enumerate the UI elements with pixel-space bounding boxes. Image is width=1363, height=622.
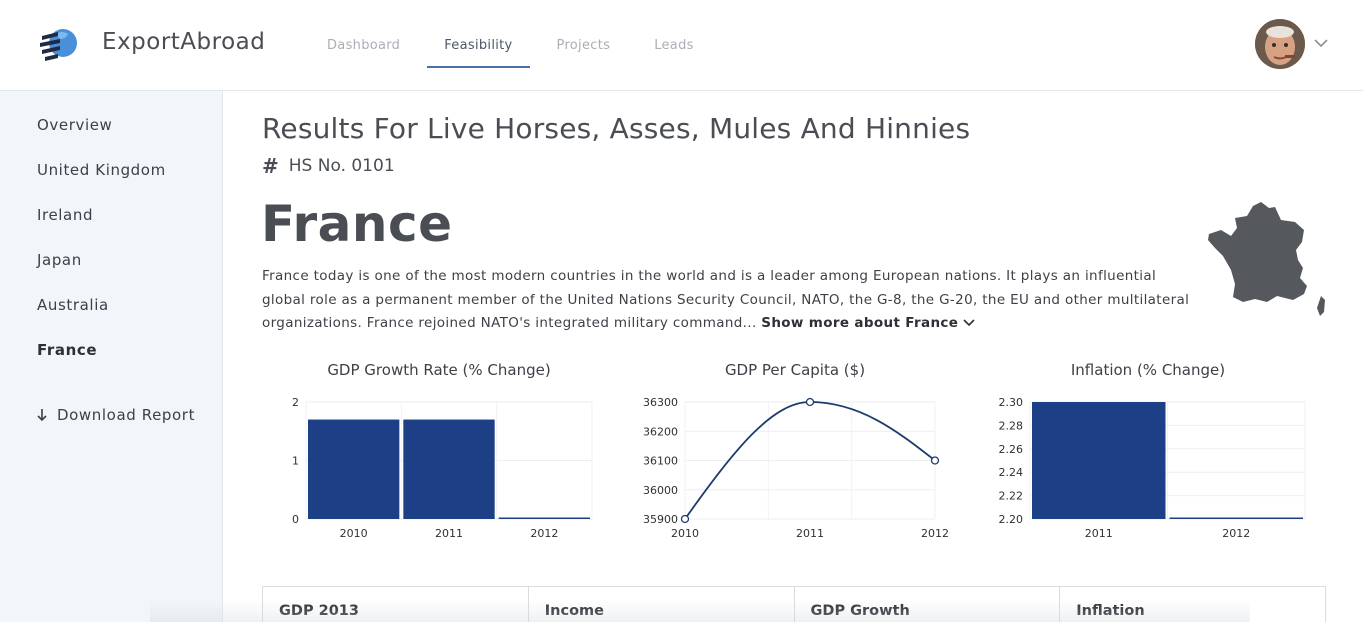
point-2012[interactable]	[930, 456, 940, 465]
sidebar-item-australia[interactable]: Australia	[37, 296, 109, 314]
y-tick-label: 2.26	[999, 443, 1024, 456]
description-text: France today is one of the most modern c…	[262, 268, 1190, 331]
point-2010[interactable]	[680, 514, 690, 524]
y-tick-label: 36200	[643, 425, 678, 438]
table-header-gdp: GDP 2013	[263, 587, 529, 622]
sidebar-item-japan[interactable]: Japan	[37, 251, 82, 269]
country-description: France today is one of the most modern c…	[262, 265, 1202, 336]
hs-number-label: HS No. 0101	[288, 156, 395, 176]
y-tick-label: 2	[292, 396, 299, 409]
sidebar-item-france[interactable]: France	[37, 341, 98, 359]
hash-icon: #	[262, 154, 279, 178]
bar-2011[interactable]	[403, 419, 495, 519]
y-tick-label: 2.24	[999, 466, 1024, 479]
page-title: Results For Live Horses, Asses, Mules An…	[262, 112, 971, 145]
download-report-button[interactable]: Download Report	[36, 406, 195, 424]
x-tick-label: 2012	[921, 527, 949, 540]
chevron-down-icon[interactable]	[1312, 34, 1330, 52]
y-tick-label: 2.22	[999, 490, 1024, 503]
y-tick-label: 36300	[643, 396, 678, 409]
show-more-link[interactable]: Show more about France	[761, 315, 975, 331]
y-tick-label: 2.20	[999, 513, 1024, 526]
x-tick-label: 2012	[530, 527, 558, 540]
globe-logo-icon[interactable]	[36, 24, 80, 66]
point-2011[interactable]	[805, 397, 815, 407]
sidebar-item-united-kingdom[interactable]: United Kingdom	[37, 161, 166, 179]
sidebar: Overview United Kingdom Ireland Japan Au…	[0, 91, 223, 622]
table-header-gdp-growth: GDP Growth	[795, 587, 1061, 622]
avatar-image	[1255, 19, 1305, 69]
france-map-icon	[1208, 202, 1325, 316]
gdp-growth-chart: 0 1 2 2010 2011 2012	[292, 396, 593, 540]
x-tick-label: 2011	[1085, 527, 1113, 540]
chevron-down-icon	[963, 319, 975, 327]
table-header-income: Income	[529, 587, 795, 622]
y-tick-label: 2.28	[999, 419, 1024, 432]
top-header: ExportAbroad Dashboard Feasibility Proje…	[0, 0, 1363, 91]
inflation-chart: 2.20 2.22 2.24 2.26 2.28 2.30 2011 2012	[999, 396, 1306, 540]
nav-leads[interactable]: Leads	[654, 37, 694, 53]
y-tick-label: 36000	[643, 484, 678, 497]
y-tick-label: 0	[292, 513, 299, 526]
x-tick-label: 2012	[1222, 527, 1250, 540]
table-header-inflation: Inflation	[1076, 603, 1145, 619]
bar-2011[interactable]	[1032, 402, 1166, 519]
x-tick-label: 2010	[340, 527, 368, 540]
sidebar-item-overview[interactable]: Overview	[37, 116, 113, 134]
y-tick-label: 1	[292, 455, 299, 468]
bar-2012[interactable]	[498, 517, 590, 520]
x-tick-label: 2010	[671, 527, 699, 540]
y-tick-label: 35900	[643, 513, 678, 526]
bar-2010[interactable]	[308, 419, 400, 519]
bar-2012[interactable]	[1169, 517, 1304, 520]
nav-projects[interactable]: Projects	[556, 37, 611, 53]
nav-feasibility[interactable]: Feasibility	[427, 0, 530, 90]
download-report-label: Download Report	[57, 406, 196, 424]
chart-title-inflation: Inflation (% Change)	[1070, 361, 1226, 379]
chart-title-gdp-per-capita: GDP Per Capita ($)	[724, 361, 866, 379]
sidebar-item-ireland[interactable]: Ireland	[37, 206, 94, 224]
x-tick-label: 2011	[796, 527, 824, 540]
nav-dashboard[interactable]: Dashboard	[327, 37, 401, 53]
chart-title-gdp-growth: GDP Growth Rate (% Change)	[327, 361, 551, 379]
user-avatar[interactable]	[1255, 19, 1305, 69]
main-nav: Dashboard Feasibility Projects Leads	[310, 0, 721, 90]
country-heading: France	[261, 195, 453, 253]
y-tick-label: 36100	[643, 455, 678, 468]
stats-table: GDP 2013 Income GDP Growth Inflation	[262, 586, 1326, 622]
download-arrow-icon	[37, 409, 47, 422]
show-more-label: Show more about France	[761, 315, 959, 331]
hs-number: # HS No. 0101	[262, 154, 395, 178]
x-tick-label: 2011	[435, 527, 463, 540]
y-tick-label: 2.30	[999, 396, 1024, 409]
gdp-per-capita-chart: 35900 36000 36100 36200 36300 2010 2011 2012	[643, 396, 949, 540]
app-name[interactable]: ExportAbroad	[102, 29, 266, 55]
